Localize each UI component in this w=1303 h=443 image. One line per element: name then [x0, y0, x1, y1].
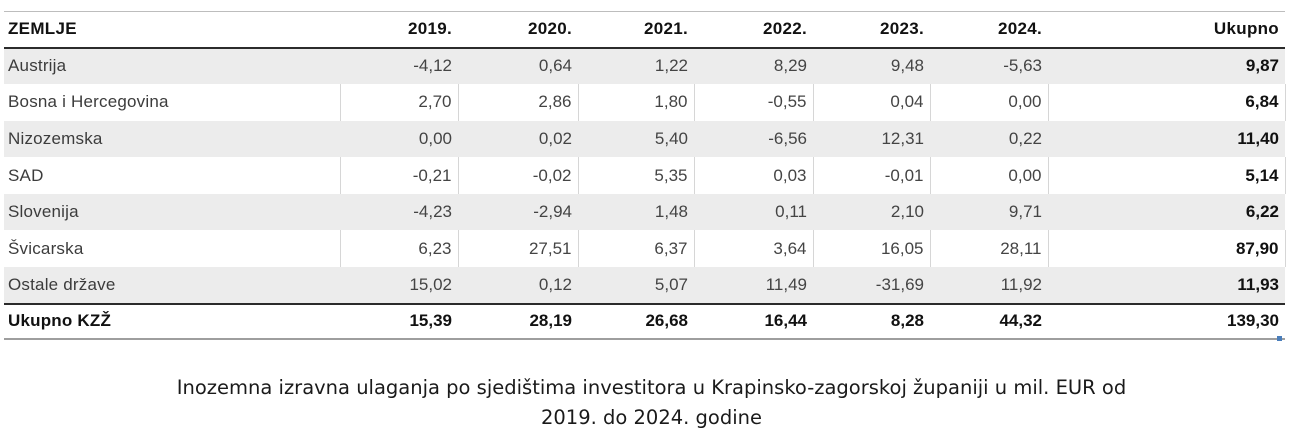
header-cell-country: ZEMLJE [8, 19, 77, 39]
value-cell: -2,94 [533, 202, 572, 222]
table-total-row: Ukupno KZŽ 15,39 28,19 26,68 16,44 8,28 … [4, 303, 1285, 339]
value-cell: -0,55 [694, 84, 814, 121]
table-row: Nizozemska 0,00 0,02 5,40 -6,56 12,31 0,22 11,4… [4, 120, 1285, 158]
value-cell: -6,56 [768, 128, 807, 148]
value-cell: 5,07 [654, 274, 688, 294]
value-cell: 1,80 [578, 84, 695, 121]
value-cell: 2,86 [458, 84, 579, 121]
value-cell: 12,31 [881, 128, 924, 148]
value-cell: 3,64 [694, 230, 814, 268]
value-cell: 0,00 [930, 157, 1049, 194]
table-body: Austrija -4,12 0,64 1,22 8,29 9,48 -5,63 9,87 Bo… [4, 47, 1286, 304]
value-cell: 0,00 [930, 84, 1049, 121]
value-cell: 28,11 [930, 230, 1049, 268]
header-cell-2024: 2024. [997, 19, 1042, 39]
value-cell: 11,92 [1000, 274, 1042, 294]
value-cell: -0,02 [458, 157, 579, 194]
table-row: Austrija -4,12 0,64 1,22 8,29 9,48 -5,63 9,87 [4, 47, 1285, 85]
table-row: Švicarska 6,23 27,51 6,37 3,64 16,05 28,11 87,9… [4, 230, 1286, 268]
value-cell: 0,02 [538, 128, 572, 148]
value-cell: 0,03 [694, 157, 814, 194]
value-cell: 5,40 [654, 128, 688, 148]
row-total-cell: 6,84 [1048, 84, 1286, 121]
country-cell: Ostale države [8, 274, 116, 294]
header-cell-2022: 2022. [762, 19, 807, 39]
row-total-cell: 87,90 [1048, 230, 1286, 268]
value-cell: 6,23 [340, 230, 459, 268]
value-cell: 0,22 [1008, 128, 1042, 148]
table-corner-marker [1277, 336, 1282, 341]
value-cell: 15,02 [409, 274, 452, 294]
total-cell-2022: 16,44 [764, 311, 807, 331]
total-cell-2020: 28,19 [529, 311, 572, 331]
row-total-cell: 9,87 [1245, 56, 1279, 76]
row-total-cell: 5,14 [1048, 157, 1286, 194]
value-cell: 2,70 [340, 84, 459, 121]
header-cell-2019: 2019. [407, 19, 452, 39]
total-cell-2024: 44,32 [999, 311, 1042, 331]
table-row: Ostale države 15,02 0,12 5,07 11,49 -31,69 11,… [4, 267, 1285, 304]
caption-line-2: 2019. do 2024. godine [540, 406, 762, 429]
row-total-cell: 11,40 [1237, 128, 1279, 148]
value-cell: 0,04 [813, 84, 931, 121]
value-cell: 9,71 [1008, 202, 1042, 222]
header-cell-2023: 2023. [879, 19, 924, 39]
value-cell: -0,01 [813, 157, 931, 194]
value-cell: -31,69 [875, 274, 924, 294]
table-row: Bosna i Hercegovina 2,70 2,86 1,80 -0,55 0,04… [4, 84, 1286, 121]
value-cell: -4,12 [413, 56, 452, 76]
total-cell-2023: 8,28 [890, 311, 924, 331]
table-caption: Inozemna izravna ulaganja po sjedištima … [0, 373, 1303, 433]
value-cell: 0,00 [418, 128, 452, 148]
value-cell: 0,11 [775, 202, 807, 222]
value-cell: 8,29 [773, 56, 807, 76]
header-cell-2020: 2020. [527, 19, 572, 39]
value-cell: 5,35 [578, 157, 695, 194]
caption-line-1: Inozemna izravna ulaganja po sjedištima … [176, 376, 1127, 399]
value-cell: 16,05 [813, 230, 931, 268]
row-total-cell: 6,22 [1245, 202, 1279, 222]
grand-total-cell: 139,30 [1227, 311, 1279, 331]
table-row: SAD -0,21 -0,02 5,35 0,03 -0,01 0,00 5,14 [4, 157, 1286, 194]
value-cell: 1,22 [654, 56, 688, 76]
value-cell: 27,51 [458, 230, 579, 268]
row-total-cell: 11,93 [1237, 274, 1279, 294]
total-row-label: Ukupno KZŽ [8, 311, 112, 331]
header-cell-total: Ukupno [1213, 19, 1279, 39]
country-cell: Nizozemska [8, 128, 103, 148]
fdi-table: ZEMLJE 2019. 2020. 2021. 2022. 2023. 202… [4, 11, 1286, 340]
country-cell: Austrija [8, 56, 67, 76]
value-cell: 9,48 [890, 56, 924, 76]
value-cell: -5,63 [1003, 56, 1042, 76]
table-header-row: ZEMLJE 2019. 2020. 2021. 2022. 2023. 202… [4, 11, 1285, 48]
header-cell-2021: 2021. [643, 19, 688, 39]
country-cell: SAD [4, 157, 341, 194]
value-cell: 2,10 [890, 202, 924, 222]
total-cell-2019: 15,39 [409, 311, 452, 331]
value-cell: -4,23 [413, 202, 452, 222]
value-cell: 1,48 [654, 202, 688, 222]
table-row: Slovenija -4,23 -2,94 1,48 0,11 2,10 9,71 6,22 [4, 193, 1285, 231]
value-cell: 0,64 [538, 56, 572, 76]
value-cell: -0,21 [340, 157, 459, 194]
total-cell-2021: 26,68 [645, 311, 688, 331]
country-cell: Bosna i Hercegovina [4, 84, 341, 121]
value-cell: 11,49 [765, 274, 807, 294]
country-cell: Slovenija [8, 202, 79, 222]
fdi-table-container: ZEMLJE 2019. 2020. 2021. 2022. 2023. 202… [4, 11, 1286, 340]
value-cell: 6,37 [578, 230, 695, 268]
value-cell: 0,12 [538, 274, 572, 294]
country-cell: Švicarska [4, 230, 341, 268]
